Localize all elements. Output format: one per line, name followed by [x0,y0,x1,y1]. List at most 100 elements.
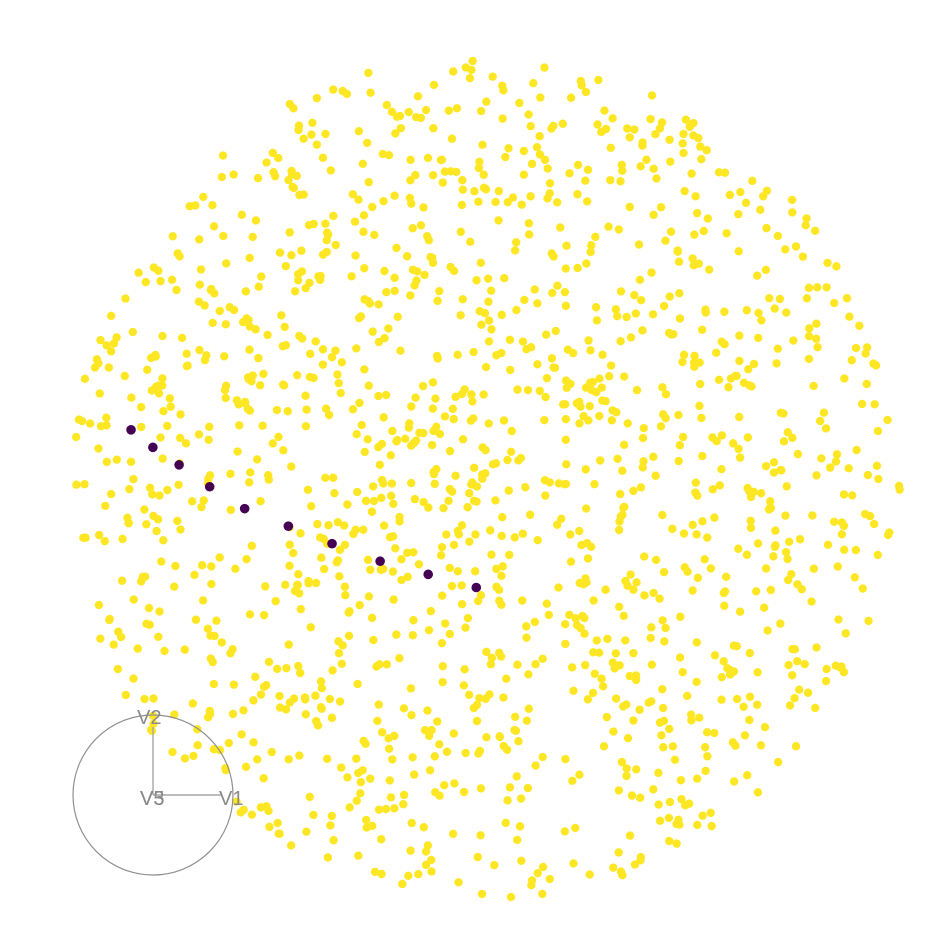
background-point [361,739,370,748]
background-point [673,246,682,255]
background-point [479,170,488,179]
background-point [267,747,276,757]
background-point [306,349,315,359]
background-point [862,379,872,389]
background-point [335,545,345,555]
background-point [689,118,698,128]
background-point [560,287,570,297]
background-point [421,860,431,870]
background-point [426,606,436,616]
background-point [541,392,550,402]
background-point [388,567,398,576]
background-point [390,191,399,200]
background-point [435,740,444,749]
background-point [239,706,248,715]
background-point [145,483,155,493]
background-point [418,381,428,391]
background-point [507,426,516,436]
background-point [744,365,753,374]
background-point [202,351,211,360]
background-point [695,379,705,389]
background-point [205,422,214,431]
background-point [197,561,207,570]
background-point [245,478,254,487]
background-point [163,421,172,431]
background-point [625,133,634,142]
background-point [844,464,853,473]
background-point [626,333,636,342]
background-point [747,382,756,391]
background-point [468,480,477,489]
background-point [364,177,373,187]
background-point [154,266,163,275]
background-point [510,246,520,255]
background-point [522,716,532,725]
background-point [458,185,468,194]
background-point [566,557,576,566]
background-point [274,153,283,163]
background-point [533,360,542,369]
background-point [526,192,535,201]
background-point [114,627,123,636]
background-point [706,808,715,818]
background-point [525,510,535,519]
background-point [623,733,633,743]
background-point [819,408,829,417]
background-point [180,754,190,763]
background-point [504,144,513,153]
background-point [792,657,802,666]
background-point [283,407,292,416]
background-point [593,120,602,129]
background-point [429,124,438,133]
background-point [761,461,771,471]
background-point [680,186,689,196]
background-point [480,308,490,318]
background-point [640,591,649,600]
background-point [422,232,432,241]
background-point [232,797,241,806]
background-point [535,150,545,159]
background-point [487,325,496,334]
background-point [595,456,605,465]
background-point [561,639,570,649]
background-point [80,480,89,489]
background-point [753,271,762,280]
background-point [665,292,674,301]
background-point [621,636,630,645]
background-point [529,78,538,88]
background-point [634,240,644,249]
background-point [839,490,849,499]
background-point [129,595,138,604]
background-point [765,503,775,513]
background-point [817,454,826,463]
background-point [743,483,752,493]
background-point [319,564,329,574]
background-point [390,273,399,283]
background-point [773,231,783,241]
background-point [333,556,343,565]
background-point [622,771,631,781]
background-point [571,823,580,833]
background-point [388,532,398,541]
background-point [579,580,588,589]
background-point [616,867,626,876]
background-point [646,633,655,643]
background-point [602,712,612,722]
background-point [296,529,305,538]
background-point [287,166,296,176]
background-point [334,649,344,658]
background-point [600,106,609,115]
background-point [675,653,685,662]
background-point [698,451,707,461]
background-point [281,341,291,350]
background-point [172,285,181,295]
background-point [299,134,308,143]
background-point [352,344,361,353]
background-point [557,514,566,524]
background-point [594,75,603,85]
background-point [437,591,447,600]
background-point [392,243,401,253]
background-point [741,198,751,208]
background-point [341,591,350,600]
background-point [630,290,639,300]
